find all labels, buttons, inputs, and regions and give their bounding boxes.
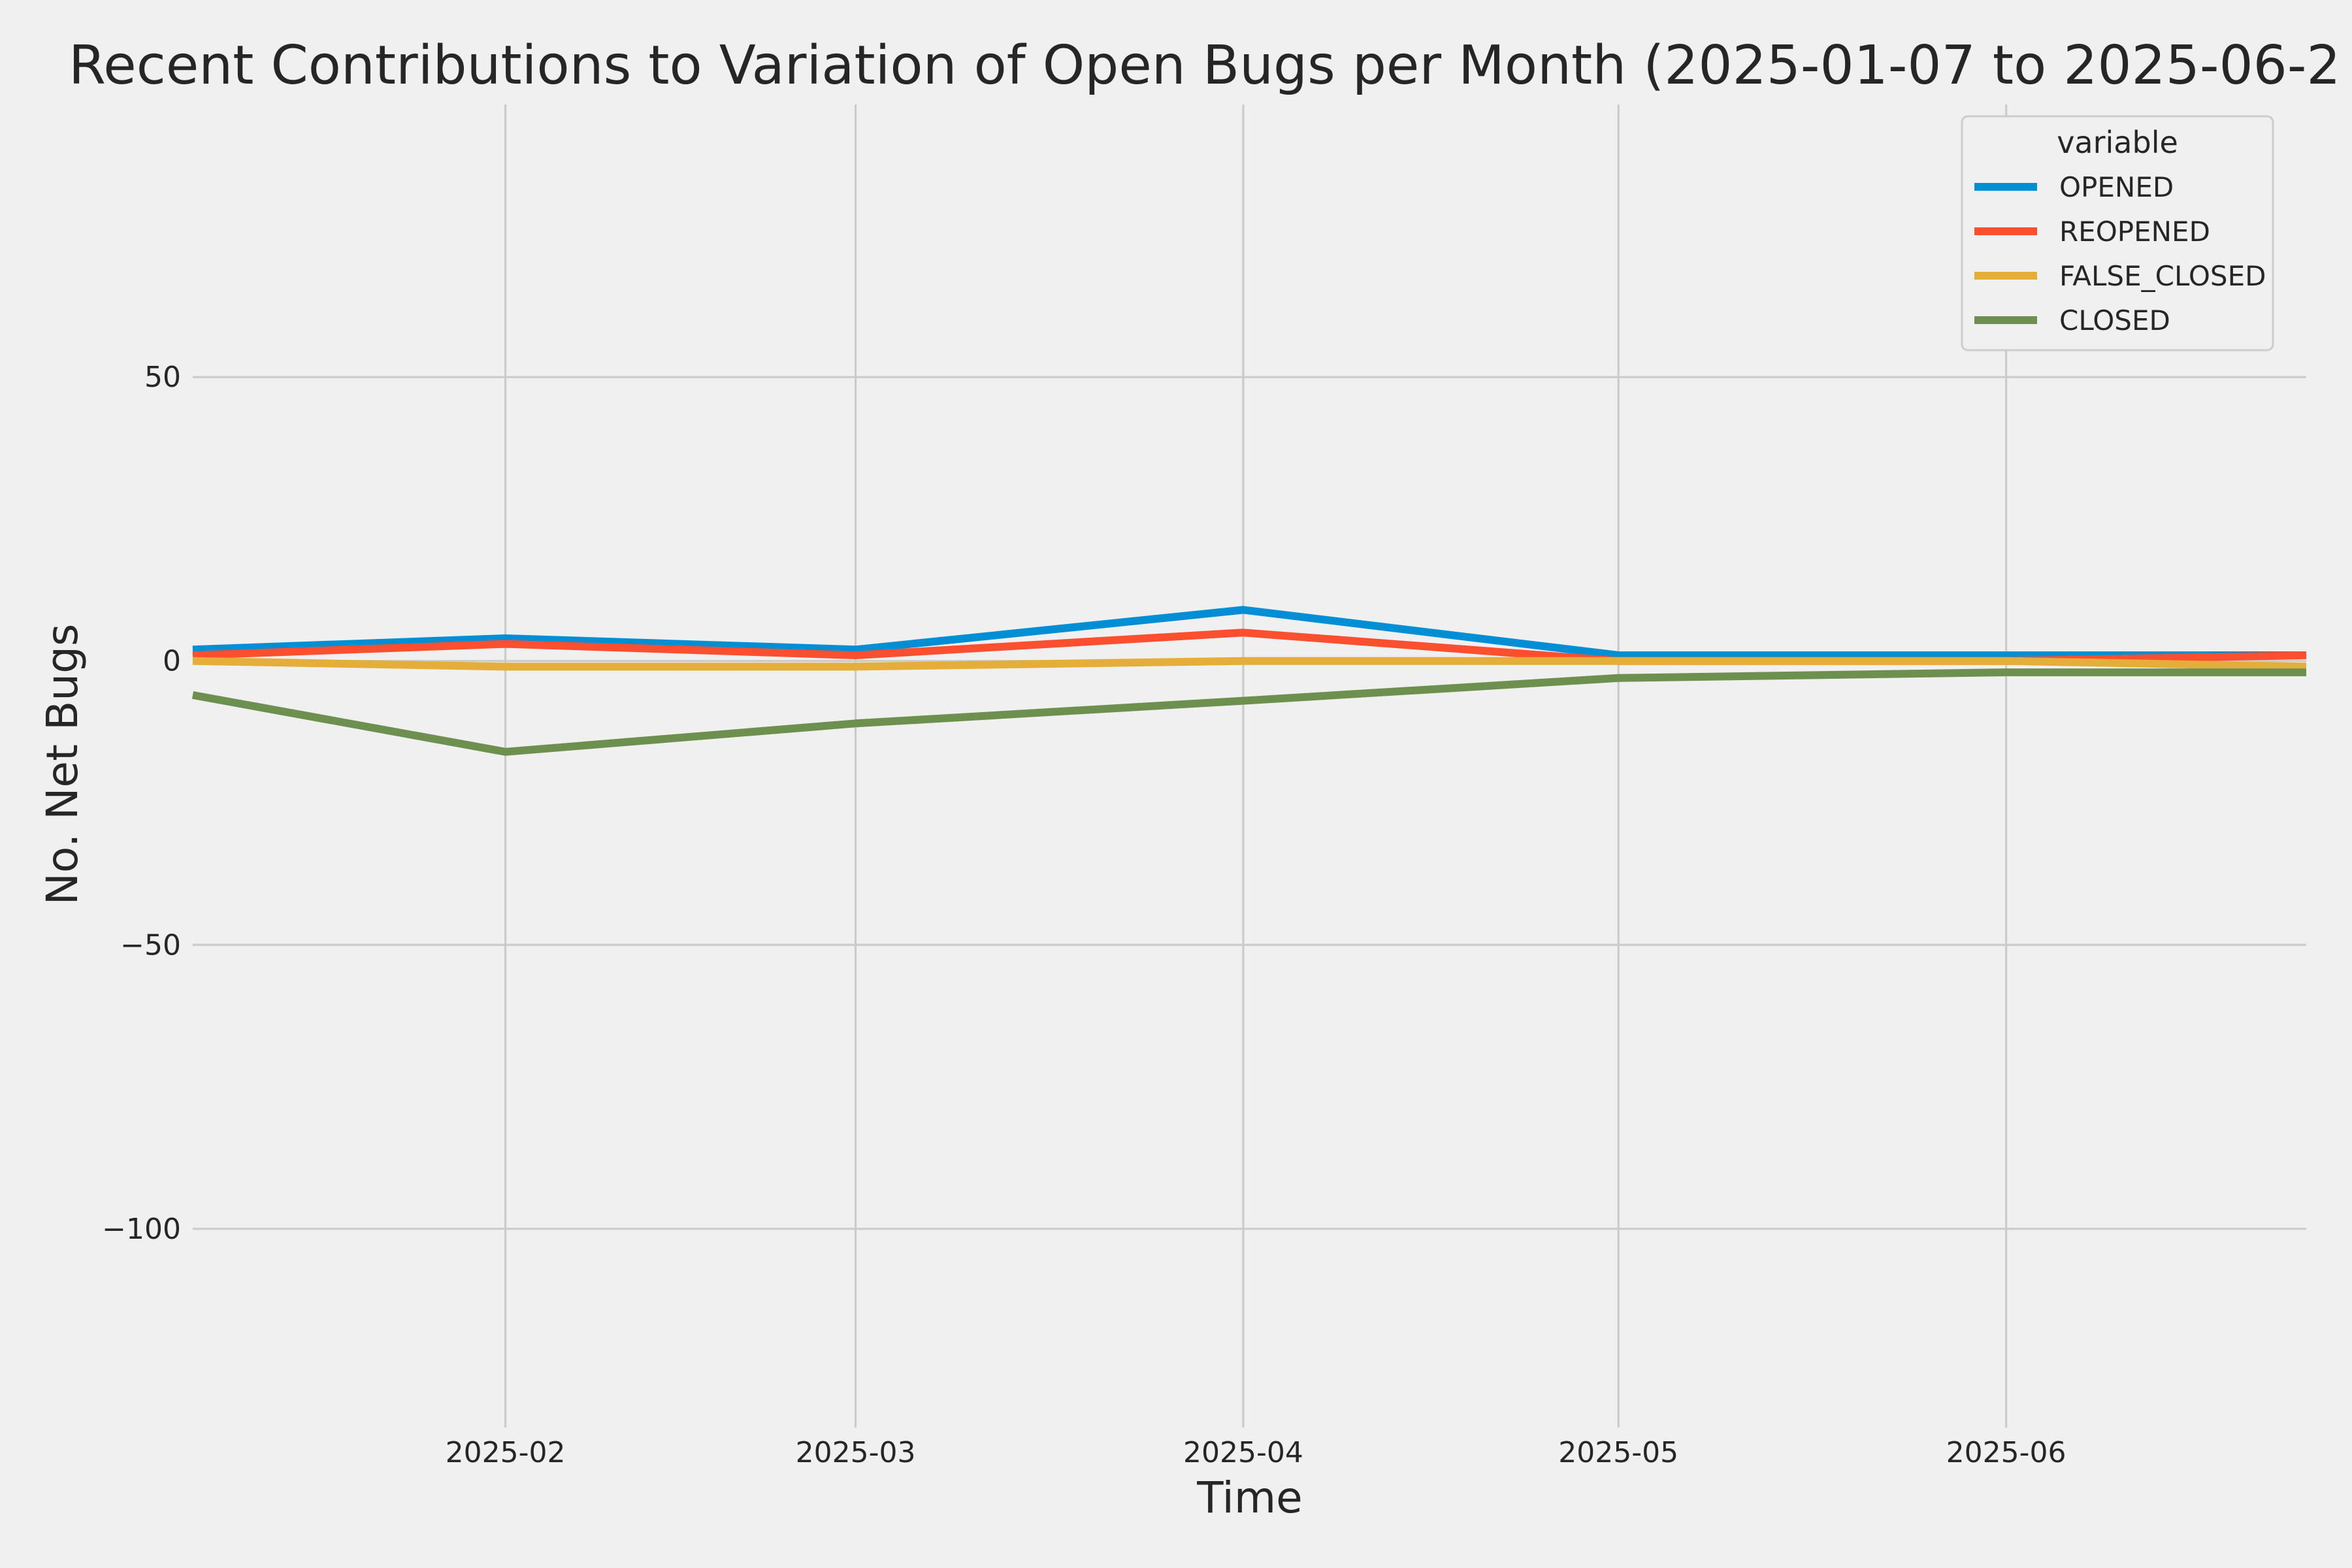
series-line-false-closed: [192, 657, 2307, 671]
legend-label-opened: OPENED: [2059, 171, 2174, 203]
legend-entries: OPENED REOPENED FALSE_CLOSED CLOSED: [1974, 171, 2266, 336]
x-tick-label: 2025-02: [446, 1436, 566, 1469]
series-line-opened: [192, 606, 2306, 659]
x-axis-label: Time: [1196, 1473, 1303, 1523]
x-tick-label: 2025-03: [796, 1436, 916, 1469]
legend-label-false-closed: FALSE_CLOSED: [2059, 260, 2266, 292]
y-axis-label: No. Net Bugs: [37, 624, 88, 906]
x-tick-label: 2025-04: [1183, 1436, 1303, 1469]
legend-label-closed: CLOSED: [2059, 304, 2170, 336]
legend: variable OPENED REOPENED FALSE_CLOSED CLOSE…: [1961, 115, 2274, 351]
y-tick-label: 0: [163, 645, 181, 678]
x-tick-label: 2025-06: [1946, 1436, 2066, 1469]
series-line-closed: [191, 668, 2306, 756]
y-tick-label: −100: [102, 1213, 181, 1246]
y-tick-label: 50: [144, 361, 181, 394]
tick-labels: 2025-02 2025-03 2025-04 2025-05 2025-06 50 0 −5…: [102, 361, 2066, 1469]
legend-box: [1961, 115, 2274, 351]
y-tick-label: −50: [120, 928, 181, 962]
legend-title: variable: [2057, 125, 2178, 160]
chart-title: Recent Contributions to Variation of Ope…: [69, 35, 2341, 97]
series-lines: [191, 606, 2307, 756]
legend-label-reopened: REOPENED: [2059, 216, 2210, 248]
x-tick-label: 2025-05: [1558, 1436, 1678, 1469]
